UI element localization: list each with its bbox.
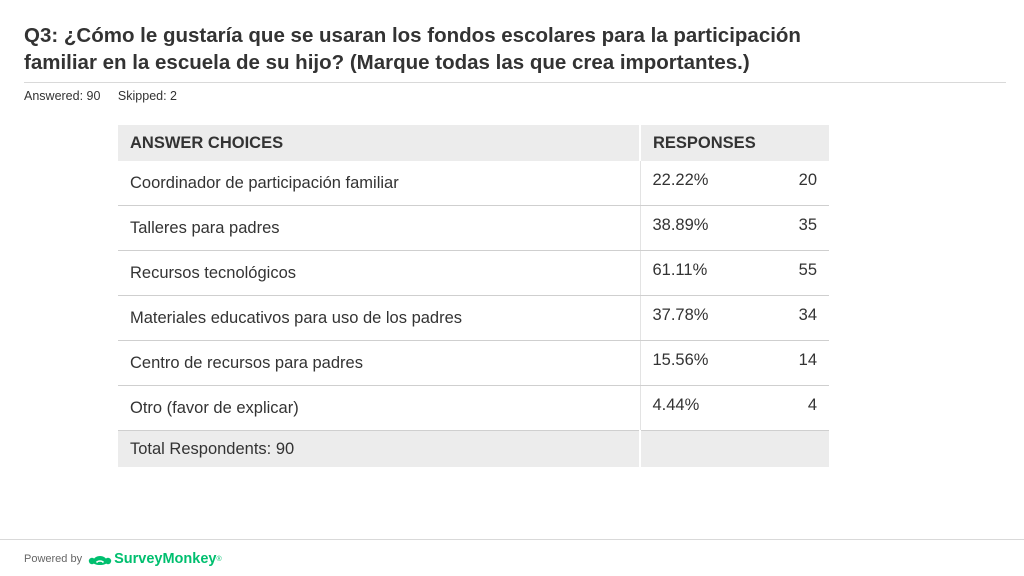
title-divider bbox=[24, 82, 1006, 83]
total-empty-cell bbox=[640, 430, 829, 467]
response-percent: 61.11% bbox=[652, 261, 708, 279]
table-row: Otro (favor de explicar) 4.44% 4 bbox=[118, 385, 829, 431]
header-responses: RESPONSES bbox=[640, 125, 829, 161]
answer-choice: Centro de recursos para padres bbox=[118, 340, 641, 386]
total-row: Total Respondents: 90 bbox=[118, 430, 829, 467]
table-row: Materiales educativos para uso de los pa… bbox=[118, 295, 829, 341]
response-count: 55 bbox=[798, 261, 817, 279]
results-table: ANSWER CHOICES RESPONSES Coordinador de … bbox=[118, 125, 829, 467]
response-percent: 4.44% bbox=[652, 396, 700, 414]
response-percent: 38.89% bbox=[652, 216, 709, 234]
answer-choice: Recursos tecnológicos bbox=[118, 250, 641, 296]
response-percent: 37.78% bbox=[652, 306, 709, 324]
skipped-count: Skipped: 2 bbox=[117, 89, 177, 103]
response-count: 34 bbox=[798, 306, 817, 324]
response-cell: 15.56% 14 bbox=[640, 340, 829, 386]
question-title-line-2: familiar en la escuela de su hijo? (Marq… bbox=[24, 51, 750, 74]
trademark-symbol: ® bbox=[216, 555, 222, 563]
header-answer-choices: ANSWER CHOICES bbox=[118, 125, 641, 161]
response-count: 20 bbox=[798, 171, 817, 189]
response-cell: 22.22% 20 bbox=[640, 161, 829, 206]
question-title: Q3: ¿Cómo le gustaría que se usaran los … bbox=[24, 22, 984, 76]
surveymonkey-logo-icon bbox=[88, 551, 112, 567]
response-cell: 38.89% 35 bbox=[640, 205, 829, 251]
table-row: Recursos tecnológicos 61.11% 55 bbox=[118, 250, 829, 296]
response-count: 4 bbox=[807, 396, 817, 414]
answer-choice: Otro (favor de explicar) bbox=[118, 385, 641, 431]
table-header-row: ANSWER CHOICES RESPONSES bbox=[118, 125, 829, 161]
answer-choice: Materiales educativos para uso de los pa… bbox=[118, 295, 641, 341]
answer-choice: Talleres para padres bbox=[118, 205, 641, 251]
response-count: 35 bbox=[798, 216, 817, 234]
response-cell: 37.78% 34 bbox=[640, 295, 829, 341]
response-cell: 61.11% 55 bbox=[640, 250, 829, 296]
surveymonkey-brand: SurveyMonkey bbox=[114, 551, 217, 567]
response-stats: Answered: 90 Skipped: 2 bbox=[24, 89, 191, 103]
table-row: Centro de recursos para padres 15.56% 14 bbox=[118, 340, 829, 386]
table-row: Talleres para padres 38.89% 35 bbox=[118, 205, 829, 251]
question-title-line-1: Q3: ¿Cómo le gustaría que se usaran los … bbox=[24, 24, 801, 47]
powered-by-footer: Powered by SurveyMonkey ® bbox=[24, 549, 222, 569]
powered-by-label: Powered by bbox=[24, 553, 83, 565]
table-row: Coordinador de participación familiar 22… bbox=[118, 161, 829, 206]
answer-choice: Coordinador de participación familiar bbox=[118, 161, 641, 206]
response-cell: 4.44% 4 bbox=[640, 385, 829, 431]
total-respondents: Total Respondents: 90 bbox=[118, 430, 641, 467]
footer-divider bbox=[0, 539, 1024, 540]
response-percent: 22.22% bbox=[652, 171, 709, 189]
answered-count: Answered: 90 bbox=[24, 89, 101, 103]
response-count: 14 bbox=[798, 351, 817, 369]
response-percent: 15.56% bbox=[652, 351, 709, 369]
